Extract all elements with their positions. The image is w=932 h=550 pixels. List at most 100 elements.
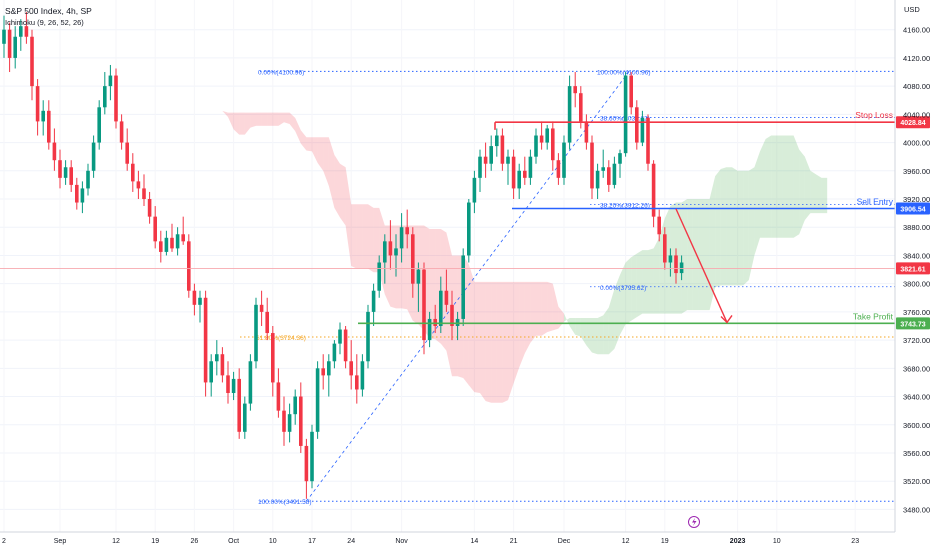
candle (142, 174, 146, 207)
candle (13, 26, 17, 69)
trade-level[interactable]: Stop Loss 4028.84 (495, 110, 930, 129)
candle (399, 213, 404, 263)
cloud-segment (323, 137, 329, 186)
candle-body (495, 135, 499, 147)
cloud-segment (743, 170, 749, 286)
candle-body (523, 170, 527, 178)
cloud-segment (536, 281, 542, 336)
cloud-segment (558, 306, 564, 329)
candle (52, 128, 57, 171)
candle (562, 135, 566, 185)
cloud-segment (284, 112, 290, 125)
candle-body (97, 107, 101, 143)
candle (243, 396, 247, 439)
candle-body (640, 117, 645, 143)
candle (517, 163, 521, 200)
cloud-segment (642, 250, 648, 314)
cloud-segment (765, 135, 772, 238)
cloud-segment (491, 281, 497, 403)
time-axis[interactable]: 2 Sep 12 19 26 Oct 10 17 24 Nov 14 21 Dec 12 19 2023 10 2… (0, 531, 895, 545)
trade-levels[interactable]: Stop Loss 4028.84 Sell Entry 3906.54 Take Pr… (0, 110, 930, 330)
candle (47, 100, 51, 150)
cloud-segment (776, 135, 783, 238)
candle-body (579, 93, 583, 122)
lightning-icon[interactable] (688, 516, 700, 528)
candle-body (164, 237, 169, 252)
candle-body (304, 445, 309, 482)
candle (164, 230, 169, 256)
trade-level[interactable]: Sell Entry 3906.54 (512, 197, 930, 215)
cloud-segment (452, 255, 458, 377)
candle (114, 68, 118, 129)
candle (427, 311, 432, 348)
candle (187, 234, 191, 298)
candle (545, 124, 549, 150)
candle (131, 153, 135, 192)
cloud-segment (564, 313, 570, 326)
chart-legend[interactable]: S&P 500 Index, 4h, SP Ichimoku (9, 26, 5… (5, 6, 92, 27)
candle (91, 135, 96, 178)
candle (75, 177, 79, 210)
cloud-segment (799, 149, 805, 235)
time-tick-label: 19 (661, 538, 669, 545)
cloud-segment (586, 318, 592, 353)
candle-body (276, 382, 281, 411)
cloud-segment (726, 167, 732, 286)
cloud-segment (256, 112, 262, 126)
price-tick-label: 3720.00 (903, 336, 930, 345)
candle-body (35, 86, 40, 122)
candle (125, 128, 129, 171)
cloud-segment (552, 283, 559, 331)
candle-body (399, 227, 404, 249)
cloud-segment (541, 281, 548, 336)
candle-body (534, 135, 538, 157)
cloud-segment (698, 199, 704, 311)
cloud-segment (295, 117, 301, 144)
cloud-segment (793, 135, 800, 238)
cloud-segment (737, 170, 744, 286)
candle (366, 304, 370, 369)
candle (293, 389, 297, 425)
forecast-arrow[interactable] (675, 208, 733, 324)
time-tick-label: 12 (112, 538, 120, 545)
cloud-segment (692, 199, 699, 311)
candle-body (584, 121, 589, 143)
cloud-segment (524, 281, 531, 354)
candle (455, 311, 460, 341)
candle-body (332, 343, 337, 362)
candle-body (394, 248, 398, 256)
cloud-segment (356, 204, 363, 269)
candle (327, 354, 331, 397)
trade-level[interactable]: Take Profit 3743.73 (358, 311, 930, 330)
price-tag (896, 116, 930, 129)
cloud-segment (328, 137, 335, 208)
price-axis[interactable]: 3480.00 3520.00 3560.00 3600.00 3640.00 3680.… (894, 0, 930, 532)
cloud-segment (289, 112, 296, 132)
candle-body (2, 29, 6, 44)
cloud-segment (384, 225, 391, 307)
candle (276, 368, 281, 418)
candle-body (24, 26, 29, 37)
candle-body (220, 354, 225, 376)
candle-body (315, 368, 320, 432)
candle (595, 163, 600, 200)
candle-body (349, 361, 353, 376)
candle-body (327, 361, 331, 376)
candle (170, 223, 174, 252)
cloud-segment (636, 250, 643, 318)
cloud-segment (278, 112, 284, 126)
cloud-segment (631, 253, 637, 321)
cloud-segment (502, 281, 508, 403)
price-tick-label: 3760.00 (903, 308, 930, 317)
candle (7, 22, 12, 73)
candle (433, 304, 437, 334)
candle (30, 29, 34, 101)
fibonacci-retracement[interactable]: 0.00%(4100.96) 61.80%(3724.36) 100.00%(349… (240, 69, 895, 506)
candle-body (551, 128, 555, 161)
candle-body (147, 199, 152, 217)
cloud-segment (804, 156, 811, 221)
candle-body (629, 75, 633, 108)
candle (2, 15, 6, 58)
candle (371, 283, 376, 326)
